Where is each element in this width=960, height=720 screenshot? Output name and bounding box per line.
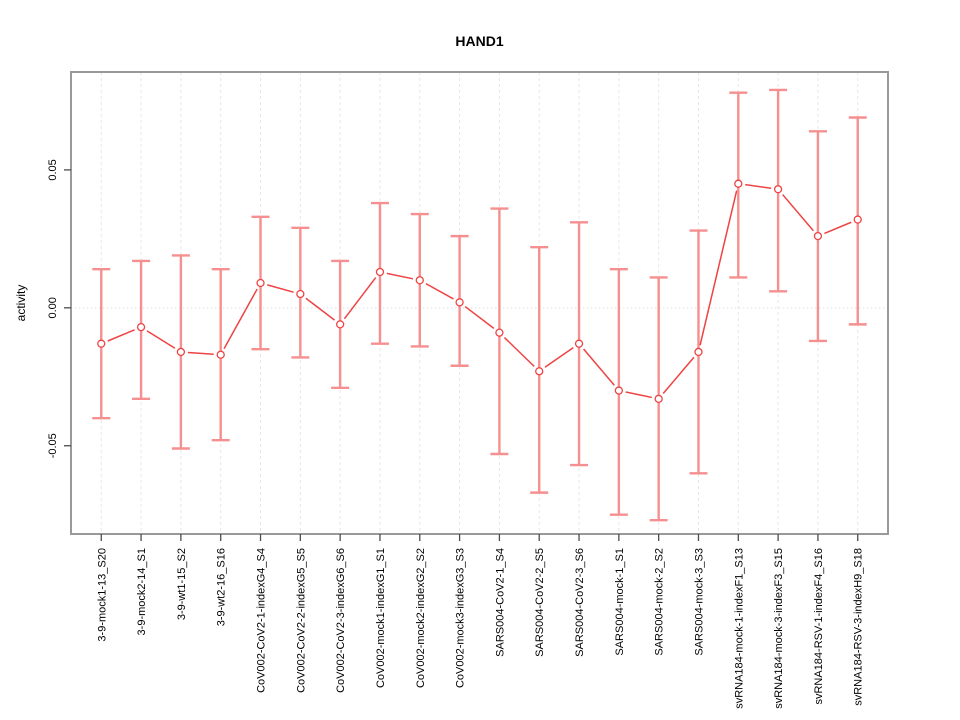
line-segment xyxy=(824,221,852,235)
data-point xyxy=(296,289,305,299)
line-segment xyxy=(582,348,615,386)
x-category-label: CoV002-CoV2-3-indexG6_S6 xyxy=(335,548,347,693)
data-line xyxy=(107,183,852,399)
plot-border xyxy=(70,71,889,535)
data-point xyxy=(256,278,265,288)
data-point xyxy=(813,231,823,241)
line-segment xyxy=(782,194,814,232)
data-point xyxy=(455,298,464,307)
x-axis: 3-9-mock1-13_S20 3-9-mock2-14_S1 3-9-wt1-1… xyxy=(96,534,865,709)
line-segment xyxy=(223,288,258,349)
line-segment xyxy=(699,190,738,346)
line-segment xyxy=(305,297,336,321)
x-category-label: 3-9-mock2-14_S1 xyxy=(136,548,148,635)
y-tick-label: -0.05 xyxy=(47,433,59,458)
chart-title: HAND1 xyxy=(455,33,503,49)
data-point xyxy=(136,322,146,332)
data-point xyxy=(216,350,225,359)
data-point xyxy=(335,320,345,329)
x-category-label: 3-9-wt2-16_S16 xyxy=(216,548,228,626)
y-tick-label: 0.00 xyxy=(47,297,59,318)
line-segment xyxy=(625,391,652,399)
x-category-label: SARS004-mock-3_S3 xyxy=(693,548,705,656)
data-point xyxy=(574,339,584,348)
line-segment xyxy=(343,277,377,320)
x-category-label: SARS004-CoV2-3_S6 xyxy=(574,548,586,657)
line-segment xyxy=(425,282,454,300)
data-points xyxy=(97,179,862,403)
data-point xyxy=(734,179,743,188)
line-segment xyxy=(544,347,574,368)
line-segment xyxy=(386,272,414,280)
data-point xyxy=(773,185,783,194)
x-category-label: SARS004-mock-1_S1 xyxy=(614,548,626,656)
x-category-label: CoV002-mock2-indexG2_S2 xyxy=(415,548,427,688)
data-point xyxy=(654,394,663,403)
line-segment xyxy=(107,329,135,342)
line-segment xyxy=(464,305,495,330)
x-category-label: SARS004-mock-2_S2 xyxy=(654,548,666,656)
line-segment xyxy=(503,336,535,367)
data-point xyxy=(614,386,624,395)
data-point xyxy=(97,339,106,348)
data-point xyxy=(415,276,424,285)
line-segment xyxy=(662,356,695,394)
x-category-label: CoV002-mock3-indexG3_S3 xyxy=(455,548,467,688)
data-point xyxy=(375,267,385,277)
x-category-label: 3-9-mock1-13_S20 xyxy=(96,548,108,642)
data-point xyxy=(853,215,862,224)
line-segment xyxy=(267,284,294,293)
line-segment xyxy=(745,183,772,190)
data-point xyxy=(176,347,186,357)
y-tick-label: 0.05 xyxy=(47,159,59,180)
x-category-label: CoV002-CoV2-2-indexG5_S5 xyxy=(295,548,307,693)
y-axis-title: activity xyxy=(14,285,28,322)
data-point xyxy=(535,367,544,376)
x-category-label: CoV002-mock1-indexG1_S1 xyxy=(375,548,387,688)
x-category-label: SARS004-CoV2-2_S5 xyxy=(534,548,546,657)
x-category-label: svRNA184-mock-3-indexF3_S15 xyxy=(773,548,785,709)
x-category-label: SARS004-CoV2-1_S4 xyxy=(494,548,506,657)
x-category-label: 3-9-wt1-15_S2 xyxy=(176,548,188,620)
line-segment xyxy=(187,351,214,355)
x-category-label: svRNA184-RSV-1-indexF4_S16 xyxy=(813,548,825,705)
x-category-label: svRNA184-mock-1-indexF1_S13 xyxy=(733,548,745,709)
line-segment xyxy=(146,330,176,349)
data-point xyxy=(694,347,703,357)
x-category-label: svRNA184-RSV-3-indexH9_S18 xyxy=(853,548,865,706)
y-axis: -0.05 0.00 0.05 activity xyxy=(14,159,71,458)
x-category-label: CoV002-CoV2-1-indexG4_S4 xyxy=(256,548,268,693)
data-point xyxy=(495,328,504,337)
